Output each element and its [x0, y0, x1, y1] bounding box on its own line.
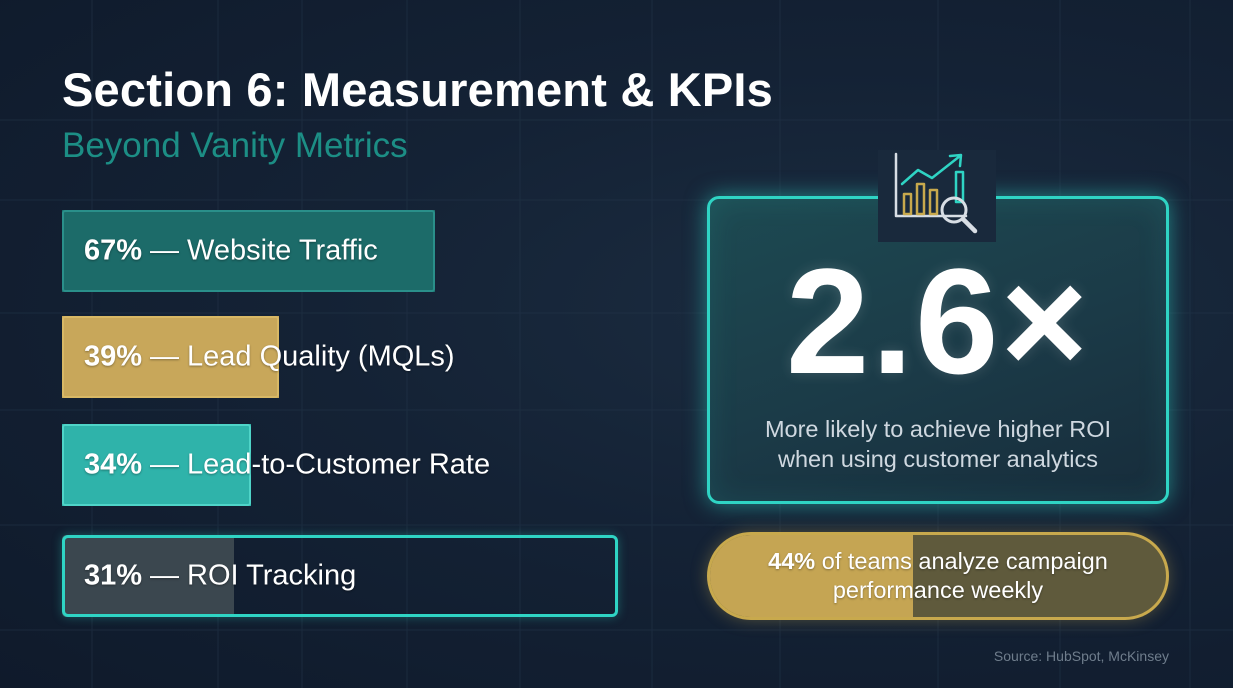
source-note: Source: HubSpot, McKinsey — [993, 648, 1169, 664]
bar-value-label: 39% — [84, 340, 143, 373]
bar — [62, 210, 435, 292]
bar-separator: — — [150, 234, 180, 267]
bar-row: 39% — Lead Quality (MQLs) — [62, 316, 618, 398]
bar-label: 39% — Lead Quality (MQLs) — [84, 341, 455, 374]
bar-category-label: ROI Tracking — [187, 559, 357, 592]
roi-multiplier-value: 2.6× — [785, 237, 1091, 405]
roi-caption-line-1: More likely to achieve higher ROI — [764, 416, 1112, 442]
bar-value-label: 34% — [84, 448, 143, 481]
bar — [62, 535, 235, 617]
bar-separator: — — [150, 448, 180, 481]
bar-value-label: 67% — [84, 234, 143, 267]
weekly-text-line-1: of teams analyze campaign — [821, 548, 1108, 574]
bar-value-label: 31% — [84, 559, 143, 592]
bar-separator: — — [150, 340, 180, 373]
bar-outline — [62, 210, 435, 292]
bar-row: 31% — ROI Tracking — [62, 535, 618, 617]
roi-caption-line-2: when using customer analytics — [777, 446, 1098, 472]
bar-label: 67% — Website Traffic — [84, 235, 378, 268]
slide-title: Section 6: Measurement & KPIs — [62, 63, 774, 116]
bar-outline — [62, 316, 279, 398]
weekly-analysis-fill — [710, 535, 914, 617]
weekly-analysis-pill: 44% of teams analyze campaign performanc… — [707, 532, 1169, 620]
bar-category-label: Website Traffic — [187, 234, 378, 267]
slide-subtitle: Beyond Vanity Metrics — [62, 126, 408, 165]
bar-outline — [62, 535, 618, 617]
roi-stat-caption: More likely to achieve higher ROI when u… — [707, 414, 1169, 474]
bar-separator: — — [150, 559, 180, 592]
weekly-analysis-text: 44% of teams analyze campaign performanc… — [710, 535, 1166, 617]
bar-row: 67% — Website Traffic — [62, 210, 618, 292]
bar-row: 34% — Lead-to-Customer Rate — [62, 424, 618, 506]
bar — [62, 424, 252, 506]
bar — [62, 316, 279, 398]
bar-category-label: Lead Quality (MQLs) — [187, 340, 455, 373]
bar-category-label: Lead-to-Customer Rate — [187, 448, 491, 481]
bar-label: 31% — ROI Tracking — [84, 560, 356, 593]
analytics-chart-magnifier-icon — [878, 150, 996, 242]
bar-label: 34% — Lead-to-Customer Rate — [84, 449, 490, 482]
bar-outline — [62, 424, 252, 506]
weekly-text-line-2: performance weekly — [832, 577, 1044, 603]
weekly-percent: 44% — [768, 548, 816, 574]
